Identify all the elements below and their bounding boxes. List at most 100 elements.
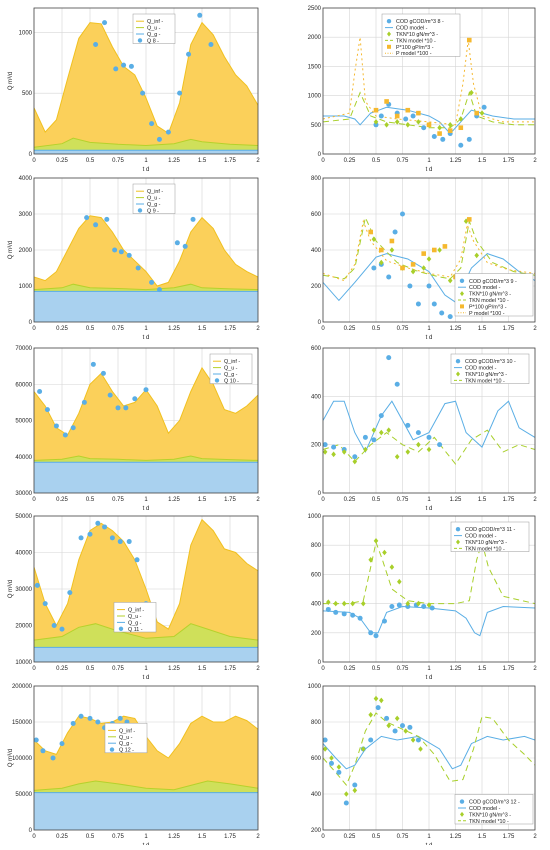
data-point — [386, 274, 392, 280]
x-tick-label: 1 — [427, 834, 431, 840]
data-point — [481, 104, 487, 110]
legend-label: Q_inf - — [224, 359, 240, 365]
legend-label: Q 9 - — [147, 208, 159, 214]
data-point — [416, 119, 421, 125]
area-q_g — [34, 291, 258, 322]
data-point — [405, 600, 411, 607]
x-tick-label: 1 — [427, 497, 431, 503]
x-tick-label: 0 — [32, 666, 36, 672]
data-point — [384, 99, 389, 104]
data-point — [439, 310, 445, 316]
y-axis-label: Q m³/d — [8, 749, 14, 767]
y-tick-label: 800 — [311, 543, 322, 549]
x-tick-label: 1.75 — [224, 666, 236, 672]
data-point — [463, 218, 469, 224]
legend-box — [450, 353, 530, 384]
line-series-tkn — [323, 712, 535, 786]
legend-label: Q_u - — [224, 366, 238, 372]
data-point — [447, 277, 453, 284]
x-tick-label: 0.5 — [372, 326, 381, 332]
data-point — [333, 609, 339, 615]
x-tick-label: 1.75 — [503, 666, 515, 672]
data-point — [389, 564, 395, 570]
data-point — [407, 724, 413, 730]
line-series-tkn — [323, 429, 535, 465]
y-tick-label: 1000 — [308, 94, 322, 100]
x-tick-label: 0.5 — [372, 497, 381, 503]
plot-marks — [323, 355, 535, 465]
legend-marker — [386, 19, 392, 24]
plot-marks — [323, 37, 535, 148]
legend-label: COD model - — [465, 366, 497, 372]
data-point — [381, 618, 387, 624]
area-q_inf — [34, 22, 258, 154]
data-point — [458, 142, 464, 148]
legend-marker — [460, 291, 464, 297]
data-point — [432, 247, 437, 253]
y-tick-label: 30000 — [15, 491, 32, 497]
y-tick-label: 1500 — [308, 64, 322, 70]
legend-label: Q 12 - — [119, 748, 134, 754]
data-point — [78, 535, 84, 541]
legend-label: Q_inf - — [128, 608, 144, 614]
legend-label: Q_u - — [119, 735, 133, 741]
data-point — [123, 405, 129, 411]
data-point — [405, 422, 411, 428]
y-tick-label: 200000 — [12, 684, 33, 690]
data-point — [53, 423, 59, 429]
legend-label: TKN*10 gN/m^3 - — [469, 812, 511, 818]
line-series-tkn — [323, 216, 535, 280]
line-series-cod — [323, 735, 535, 770]
x-tick-label: 0.75 — [397, 497, 409, 503]
x-tick-label: 2 — [256, 158, 260, 164]
legend-marker — [459, 278, 465, 283]
data-point — [437, 442, 443, 448]
data-point — [379, 429, 384, 436]
y-tick-label: 2500 — [308, 6, 322, 12]
line-series-cod — [323, 106, 535, 135]
data-point — [437, 124, 442, 131]
x-tick-label: 2 — [533, 326, 537, 332]
data-point — [352, 454, 358, 460]
legend-marker — [456, 371, 460, 377]
legend-label: P model *100 - — [396, 51, 432, 57]
data-point — [378, 413, 384, 419]
data-point — [329, 755, 334, 761]
data-point — [394, 381, 400, 387]
data-point — [352, 782, 358, 788]
x-tick-label: 0 — [321, 497, 325, 503]
x-tick-label: 0.25 — [344, 158, 356, 164]
data-point — [112, 247, 118, 253]
y-tick-label: 3000 — [19, 212, 33, 218]
plot-frame — [322, 177, 536, 323]
data-point — [174, 240, 180, 246]
data-point — [100, 370, 106, 376]
data-point — [93, 222, 99, 228]
plot-frame — [33, 177, 259, 323]
x-axis-label: t d — [143, 167, 150, 173]
data-point — [350, 612, 356, 618]
data-point — [333, 600, 339, 607]
x-tick-label: 1.75 — [503, 326, 515, 332]
x-tick-label: 1.5 — [198, 158, 207, 164]
y-tick-label: 40000 — [15, 551, 32, 557]
legend-label: TKN model *10 - — [465, 378, 505, 384]
x-tick-label: 1.75 — [224, 158, 236, 164]
line-series-p — [323, 219, 535, 282]
data-point — [363, 446, 368, 453]
legend-label: Q_g - — [119, 741, 133, 747]
plot-frame — [33, 347, 259, 494]
data-point — [447, 314, 453, 320]
data-point — [397, 578, 402, 585]
legend-label: TKN model *10 - — [469, 298, 509, 304]
x-tick-label: 1.25 — [168, 834, 180, 840]
data-point — [186, 51, 192, 57]
x-tick-label: 1.25 — [168, 666, 180, 672]
y-tick-label: 0 — [29, 828, 33, 834]
data-point — [466, 136, 472, 142]
data-point — [416, 600, 421, 607]
data-point — [373, 119, 379, 125]
x-tick-label: 0.25 — [56, 158, 68, 164]
legend-label: COD gCOD/m^3 9 - — [469, 279, 517, 285]
